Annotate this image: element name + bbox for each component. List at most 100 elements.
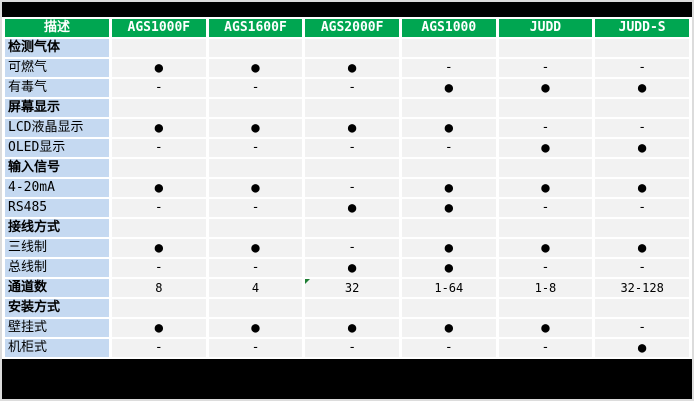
cell: ● (305, 59, 399, 77)
cell: ● (401, 199, 496, 217)
cell (208, 299, 303, 317)
cell: ● (498, 239, 593, 257)
cell (595, 219, 689, 237)
cell: ● (401, 79, 496, 97)
cell: - (595, 319, 689, 337)
cell: - (401, 59, 496, 77)
cell: ● (305, 319, 399, 337)
column-header-3: AGS2000F (305, 19, 399, 37)
row-label: 4-20mA (5, 179, 109, 197)
cell: 1-64 (401, 279, 496, 297)
cell: - (112, 139, 206, 157)
cell: - (112, 199, 206, 217)
cell: - (112, 339, 206, 357)
table-row-6: 输入信号 (5, 159, 689, 177)
cell (305, 159, 399, 177)
row-label: 检测气体 (5, 39, 109, 57)
cell: ● (595, 79, 689, 97)
cell (401, 299, 496, 317)
cell (498, 219, 593, 237)
cell (305, 99, 399, 117)
row-label: 总线制 (5, 259, 109, 277)
cell (498, 99, 593, 117)
cell: ● (208, 179, 303, 197)
cell (305, 39, 399, 57)
cell: ● (401, 259, 496, 277)
table-row-15: 机柜式 - - - - - ● (5, 339, 689, 357)
cell: ● (208, 59, 303, 77)
table-row-9: 接线方式 (5, 219, 689, 237)
cell: ● (112, 179, 206, 197)
column-header-0: 描述 (5, 19, 109, 37)
cell: 8 (112, 279, 206, 297)
row-label: 有毒气 (5, 79, 109, 97)
cell: - (401, 339, 496, 357)
cell: 1-8 (498, 279, 593, 297)
cell: - (595, 59, 689, 77)
row-label: 三线制 (5, 239, 109, 257)
column-header-6: JUDD-S (595, 19, 689, 37)
cell (112, 299, 206, 317)
cell: ● (401, 239, 496, 257)
table-row-1: 可燃气 ● ● ● - - - (5, 59, 689, 77)
cell: ● (305, 119, 399, 137)
cell: - (112, 259, 206, 277)
row-label: RS485 (5, 199, 109, 217)
cell: ● (401, 319, 496, 337)
cell (595, 299, 689, 317)
cell: ● (305, 199, 399, 217)
row-label: OLED显示 (5, 139, 109, 157)
cell (208, 219, 303, 237)
cell: - (208, 259, 303, 277)
cell (305, 219, 399, 237)
cell (112, 159, 206, 177)
table-row-11: 总线制 - - ● ● - - (5, 259, 689, 277)
table-row-7: 4-20mA ● ● - ● ● ● (5, 179, 689, 197)
column-header-2: AGS1600F (208, 19, 303, 37)
cell (498, 159, 593, 177)
cell: - (498, 339, 593, 357)
row-label: 接线方式 (5, 219, 109, 237)
cell: - (208, 199, 303, 217)
cell: ● (112, 319, 206, 337)
row-label: 通道数 (5, 279, 109, 297)
cell: ● (498, 179, 593, 197)
comparison-table: 描述 AGS1000F AGS1600F AGS2000F AGS1000 JUDD JUD… (2, 17, 692, 359)
cell: 4 (208, 279, 303, 297)
cell (595, 39, 689, 57)
row-label: LCD液晶显示 (5, 119, 109, 137)
cell: - (498, 199, 593, 217)
table-row-2: 有毒气 - - - ● ● ● (5, 79, 689, 97)
cell (401, 219, 496, 237)
cell (112, 99, 206, 117)
cell: - (112, 79, 206, 97)
row-label: 安装方式 (5, 299, 109, 317)
table-row-4: LCD液晶显示 ● ● ● ● - - (5, 119, 689, 137)
cell: - (595, 199, 689, 217)
cell (401, 99, 496, 117)
cell (305, 299, 399, 317)
cell: ● (595, 339, 689, 357)
cell: - (498, 259, 593, 277)
cell: ● (208, 239, 303, 257)
cell (208, 159, 303, 177)
cell (498, 39, 593, 57)
cell: - (401, 139, 496, 157)
row-label: 壁挂式 (5, 319, 109, 337)
cell: - (305, 339, 399, 357)
cell (401, 159, 496, 177)
cell: - (305, 79, 399, 97)
table-row-3: 屏幕显示 (5, 99, 689, 117)
cell: - (305, 179, 399, 197)
cell (498, 299, 593, 317)
cell: - (208, 79, 303, 97)
table-row-12: 通道数 8 4 32 1-64 1-8 32-128 (5, 279, 689, 297)
cell: - (208, 139, 303, 157)
cell: - (595, 259, 689, 277)
corner-flag-icon (305, 279, 311, 284)
table-row-14: 壁挂式 ● ● ● ● ● - (5, 319, 689, 337)
cell: - (498, 119, 593, 137)
cell: ● (595, 179, 689, 197)
table-row-5: OLED显示 - - - - ● ● (5, 139, 689, 157)
